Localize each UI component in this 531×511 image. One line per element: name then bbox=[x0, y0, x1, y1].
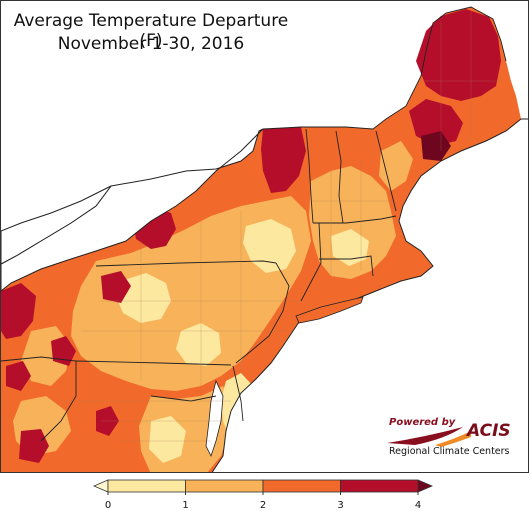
md-de-border bbox=[232, 365, 244, 422]
legend-over-arrow bbox=[417, 479, 434, 493]
bin-3-4-region bbox=[1, 283, 36, 339]
bin-0-1-region bbox=[149, 416, 186, 463]
legend-bin bbox=[185, 479, 264, 493]
bin-3-4-region bbox=[6, 361, 31, 391]
pa-nj-border bbox=[235, 262, 290, 364]
bin-0-1-region bbox=[243, 219, 296, 273]
rcc-subtitle: Regional Climate Centers bbox=[389, 446, 510, 457]
powered-by-text: Powered by bbox=[389, 417, 456, 428]
map-frame: Average Temperature Departure (F) Novemb… bbox=[0, 0, 529, 473]
bin-0-1-region bbox=[331, 229, 369, 266]
acis-name: ACIS bbox=[467, 421, 511, 441]
nh-me-border bbox=[375, 130, 397, 212]
bin-3-4-region bbox=[101, 271, 131, 303]
wv-border bbox=[1, 356, 77, 442]
legend-bin bbox=[107, 479, 186, 493]
state-boundaries bbox=[1, 6, 507, 442]
bin-3-4-region bbox=[416, 9, 501, 101]
bin-3-4-region bbox=[19, 429, 49, 463]
atlantic-coast bbox=[211, 118, 528, 472]
legend-bin bbox=[262, 479, 341, 493]
ma-north-border bbox=[313, 215, 397, 224]
vt-nh-border bbox=[335, 130, 344, 224]
map-title: Average Temperature Departure (F) bbox=[13, 11, 289, 51]
acis-logo: Powered by ACIS Regional Climate Centers bbox=[385, 415, 525, 463]
legend-tick-label: 4 bbox=[415, 500, 421, 511]
pa-md-border bbox=[75, 360, 232, 366]
ny-pa-border bbox=[95, 260, 277, 267]
legend-tick-label: 1 bbox=[182, 500, 188, 511]
logo-swoosh-icon bbox=[387, 427, 471, 447]
legend-ticks: 0 1 2 3 4 bbox=[105, 492, 421, 511]
ny-ct-border bbox=[300, 222, 322, 302]
map-date-range: November 1-30, 2016 bbox=[57, 34, 245, 54]
vt-ny-border bbox=[305, 128, 314, 224]
legend-tick-label: 3 bbox=[337, 500, 343, 511]
legend-under-arrow bbox=[92, 479, 109, 493]
temperature-departure-map bbox=[1, 6, 528, 472]
bin-3-4-region bbox=[421, 131, 451, 161]
bin-0-1-region bbox=[176, 323, 221, 366]
lake-erie-shore bbox=[1, 185, 112, 265]
legend-bar bbox=[92, 479, 434, 493]
chesapeake-bay bbox=[205, 379, 224, 458]
legend-tick-label: 0 bbox=[105, 500, 111, 511]
bin-3-4-region bbox=[261, 127, 306, 193]
legend-bin bbox=[340, 479, 419, 493]
legend-tick-label: 2 bbox=[260, 500, 266, 511]
long-island bbox=[295, 296, 364, 324]
bin-3-4-region bbox=[409, 99, 463, 146]
canada-border bbox=[262, 6, 507, 130]
color-legend: 0 1 2 3 4 bbox=[92, 479, 434, 511]
county-lines bbox=[61, 11, 501, 442]
